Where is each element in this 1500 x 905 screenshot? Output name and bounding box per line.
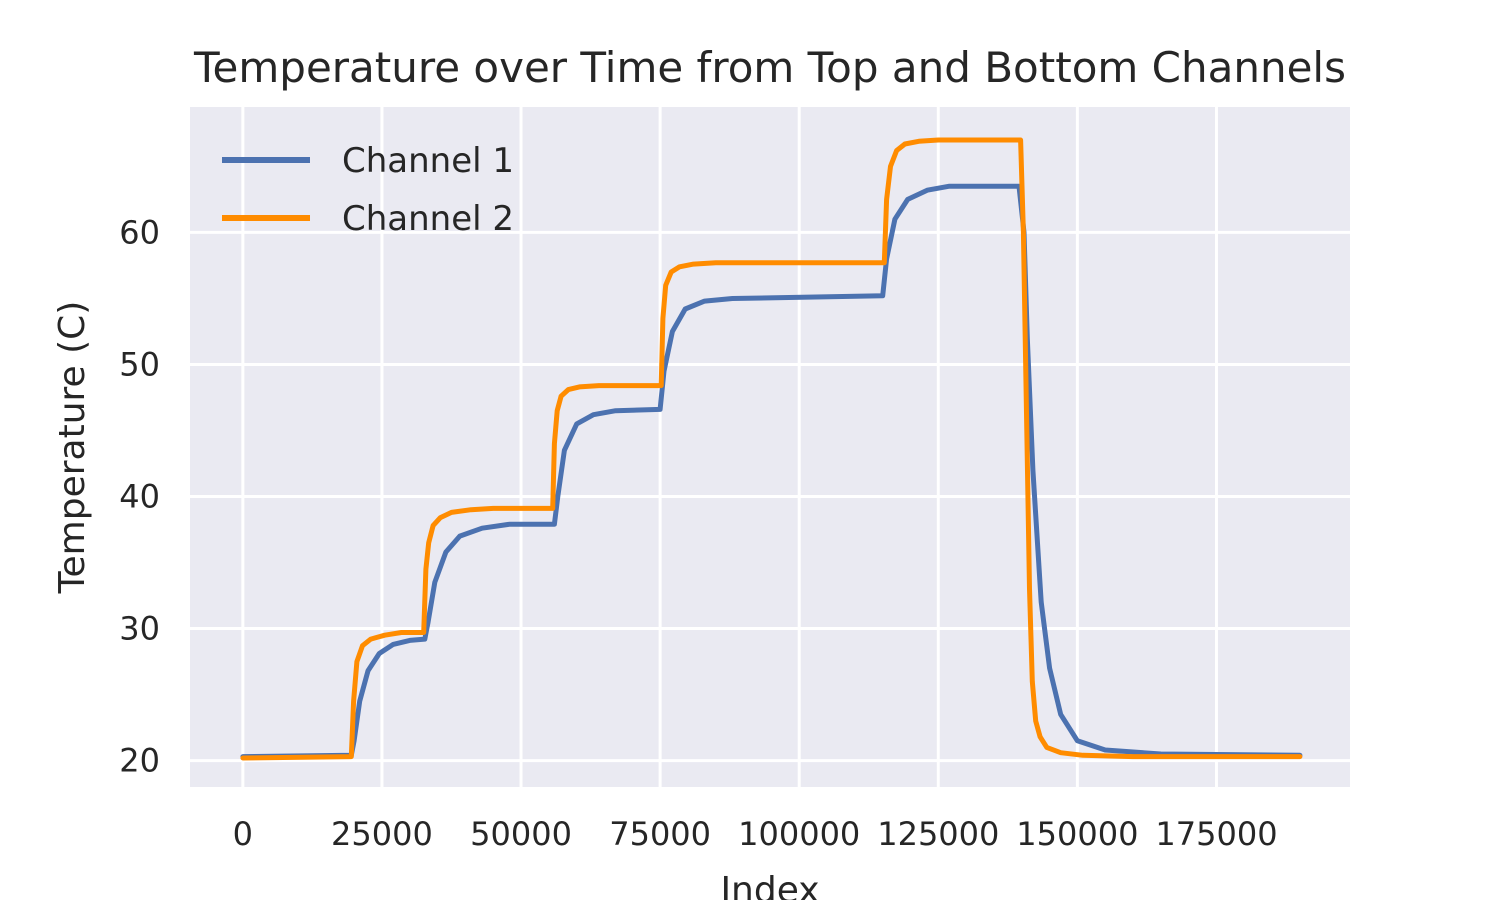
grid-lines bbox=[190, 107, 1350, 787]
series-line-channel-2 bbox=[240, 137, 1303, 761]
y-tick-label: 20 bbox=[119, 742, 160, 780]
x-tick-label: 0 bbox=[233, 815, 253, 853]
x-axis-label: Index bbox=[720, 870, 819, 900]
y-tick-label: 40 bbox=[119, 478, 160, 516]
x-tick-label: 125000 bbox=[877, 815, 999, 853]
legend: Channel 1 Channel 2 bbox=[222, 141, 514, 239]
tick-labels: 0 25000 50000 75000 100000 125000 150000 175000… bbox=[119, 213, 1277, 853]
x-tick-label: 150000 bbox=[1016, 815, 1138, 853]
series-line-channel-1 bbox=[240, 183, 1303, 760]
x-tick-label: 75000 bbox=[609, 815, 711, 853]
x-tick-label: 25000 bbox=[331, 815, 433, 853]
chart-title: Temperature over Time from Top and Botto… bbox=[193, 43, 1346, 92]
legend-label-channel-2: Channel 2 bbox=[342, 199, 514, 239]
legend-label-channel-1: Channel 1 bbox=[342, 141, 514, 181]
x-tick-label: 50000 bbox=[470, 815, 572, 853]
series-lines bbox=[240, 137, 1303, 761]
y-tick-label: 50 bbox=[119, 345, 160, 383]
x-tick-label: 175000 bbox=[1155, 815, 1277, 853]
y-tick-label: 30 bbox=[119, 610, 160, 648]
y-tick-label: 60 bbox=[119, 213, 160, 251]
y-axis-label: Temperature (C) bbox=[52, 301, 93, 595]
x-tick-label: 100000 bbox=[738, 815, 860, 853]
